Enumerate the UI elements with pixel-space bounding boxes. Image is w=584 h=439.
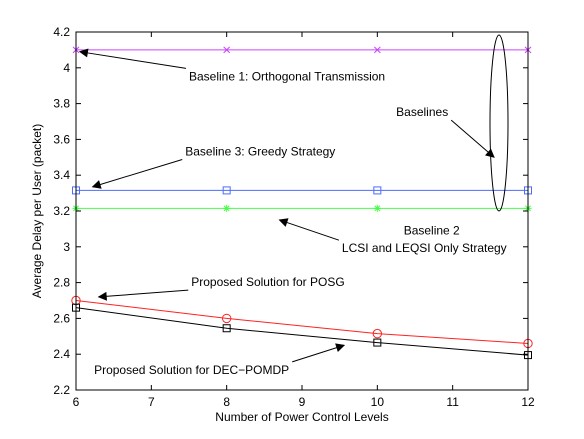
annotation-0: Baseline 1: Orthogonal Transmission bbox=[78, 48, 385, 83]
y-tick-label: 2.8 bbox=[53, 276, 70, 290]
annotation-1: Baseline 3: Greedy Strategy bbox=[91, 145, 335, 189]
annotation-text: Baseline 1: Orthogonal Transmission bbox=[189, 69, 385, 83]
annotation-text: Proposed Solution for DEC−POMDP bbox=[94, 363, 289, 377]
annotation-arrow bbox=[450, 119, 495, 158]
annotation-arrow bbox=[78, 48, 187, 69]
annotation-layer: Baseline 1: Orthogonal Transmission Basel… bbox=[78, 48, 507, 377]
y-tick-label: 3 bbox=[63, 240, 70, 254]
annotation-4: LCSI and LEQSI Only Strategy bbox=[278, 218, 507, 255]
data-point bbox=[223, 46, 231, 54]
y-axis-label: Average Delay per User (packet) bbox=[30, 124, 44, 299]
annotation-text: Baseline 2 bbox=[404, 223, 460, 237]
x-tick-label: 9 bbox=[299, 395, 306, 409]
y-tick-label: 3.6 bbox=[53, 132, 70, 146]
annotation-arrow bbox=[292, 343, 346, 363]
y-tick-label: 2.2 bbox=[53, 383, 70, 397]
data-point bbox=[373, 204, 381, 212]
data-point bbox=[222, 186, 231, 195]
data-point bbox=[222, 324, 231, 333]
x-tick-label: 6 bbox=[73, 395, 80, 409]
series-3 bbox=[71, 295, 533, 349]
annotation-text: Baseline 3: Greedy Strategy bbox=[185, 145, 335, 159]
annotation-text: LCSI and LEQSI Only Strategy bbox=[342, 241, 507, 255]
annotation-5: Proposed Solution for POSG bbox=[97, 275, 345, 301]
data-point bbox=[373, 186, 382, 195]
y-tick-label: 2.6 bbox=[53, 311, 70, 325]
y-tick-label: 3.4 bbox=[53, 168, 70, 182]
x-tick-label: 11 bbox=[446, 395, 459, 409]
annotation-text: Baselines bbox=[396, 105, 448, 119]
annotation-arrow bbox=[91, 159, 183, 189]
annotation-arrow bbox=[97, 289, 189, 301]
annotation-arrow bbox=[278, 218, 340, 241]
x-tick-label: 7 bbox=[148, 395, 155, 409]
x-tick-label: 10 bbox=[371, 395, 385, 409]
x-tick-label: 8 bbox=[223, 395, 230, 409]
data-point bbox=[372, 328, 383, 339]
data-point bbox=[223, 204, 231, 212]
annotation-text: Proposed Solution for POSG bbox=[191, 275, 344, 289]
series-line bbox=[75, 300, 529, 344]
y-tick-label: 3.2 bbox=[53, 204, 70, 218]
data-point bbox=[221, 313, 232, 324]
tick-layer: 6 7 8 9 10 11 12 2.2 2.4 2.6 2.8 3 3.2 3.4 3.6 3.8 4 4.2 bbox=[53, 25, 535, 409]
plot-background bbox=[76, 32, 528, 390]
y-tick-label: 4 bbox=[63, 61, 70, 75]
annotation-2: Baselines bbox=[396, 105, 495, 158]
annotation-3: Baseline 2 bbox=[404, 223, 460, 237]
series-line bbox=[75, 307, 529, 356]
data-point bbox=[373, 338, 382, 347]
data-point bbox=[373, 46, 381, 54]
y-tick-label: 4.2 bbox=[53, 25, 70, 39]
annotation-6: Proposed Solution for DEC−POMDP bbox=[94, 343, 346, 377]
baselines-ellipse bbox=[489, 34, 509, 212]
y-tick-label: 2.4 bbox=[53, 347, 70, 361]
x-axis-label: Number of Power Control Levels bbox=[215, 410, 388, 424]
y-tick-label: 3.8 bbox=[53, 97, 70, 111]
x-tick-label: 12 bbox=[521, 395, 535, 409]
